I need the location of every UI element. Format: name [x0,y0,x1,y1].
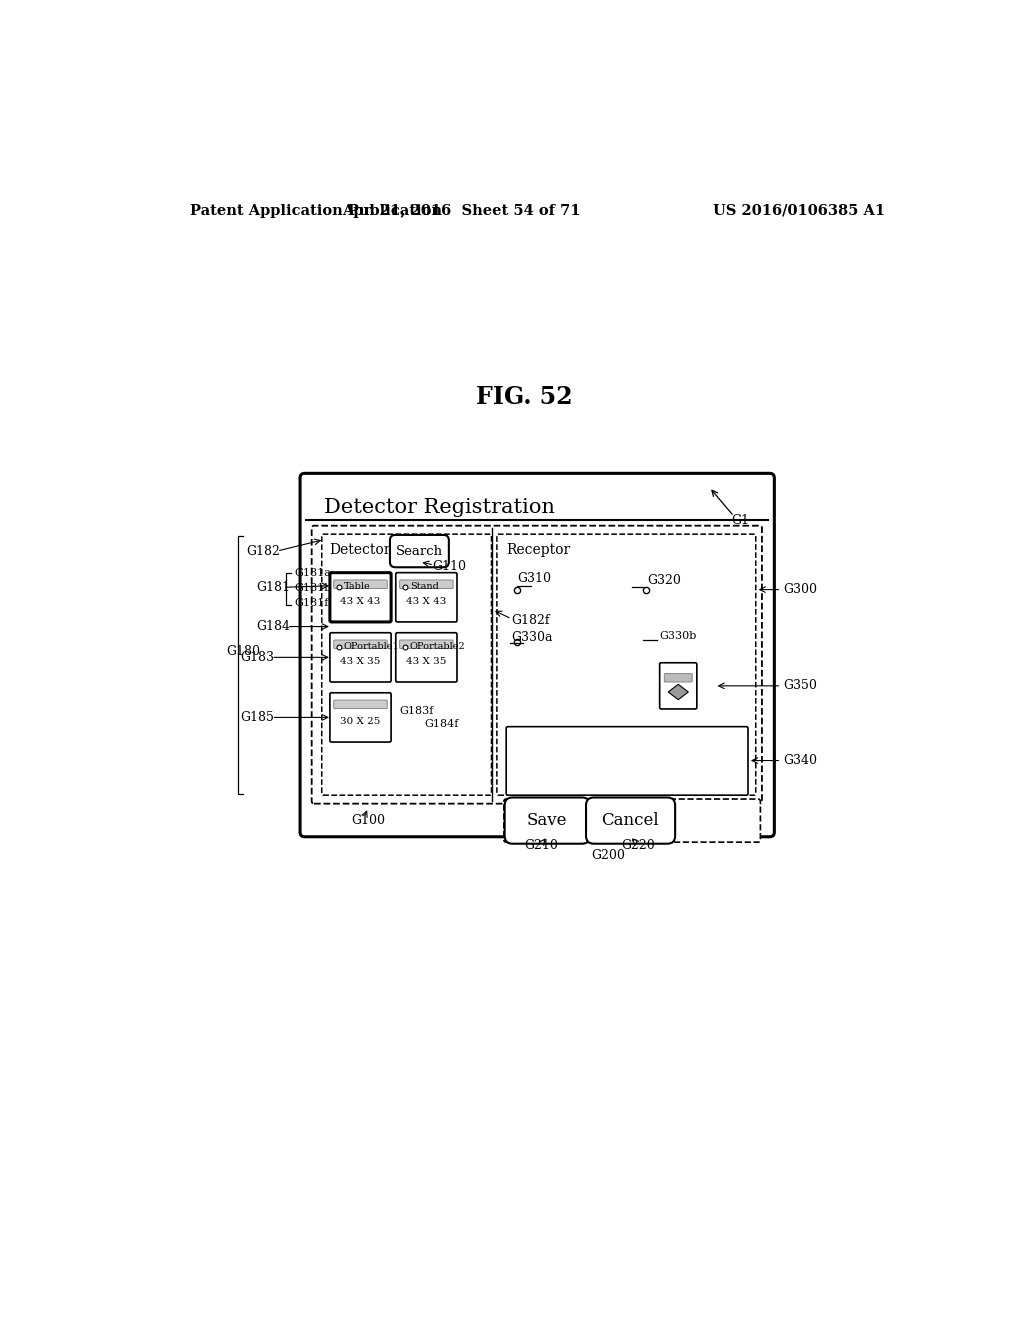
Text: G183: G183 [241,651,274,664]
Text: G310: G310 [517,572,551,585]
FancyBboxPatch shape [659,663,697,709]
Text: G100: G100 [351,814,385,828]
Text: G183f: G183f [399,706,433,717]
Text: Search: Search [396,545,443,557]
Text: FIG. 52: FIG. 52 [476,385,573,409]
Text: Table: Table [344,582,371,591]
Text: Patent Application Publication: Patent Application Publication [190,203,442,218]
FancyBboxPatch shape [399,640,453,648]
FancyBboxPatch shape [399,579,453,589]
Text: Stand: Stand [410,582,438,591]
Text: G182f: G182f [512,614,550,627]
Text: G184f: G184f [425,719,459,730]
Text: Receptor: Receptor [506,543,570,557]
Text: G181b: G181b [295,583,332,593]
Text: Detector: Detector [330,543,391,557]
Text: G350: G350 [783,680,817,693]
Text: 43 X 43: 43 X 43 [340,597,381,606]
Text: 43 X 35: 43 X 35 [340,657,381,665]
Text: G300: G300 [783,583,817,597]
Text: G1: G1 [731,513,749,527]
FancyBboxPatch shape [506,726,748,795]
FancyBboxPatch shape [322,535,492,795]
Text: G330a: G330a [512,631,553,644]
Text: G182: G182 [246,545,280,557]
Text: G110: G110 [432,560,467,573]
Text: Apr. 21, 2016  Sheet 54 of 71: Apr. 21, 2016 Sheet 54 of 71 [342,203,581,218]
FancyBboxPatch shape [330,573,391,622]
FancyBboxPatch shape [497,535,756,795]
Text: G181: G181 [256,581,290,594]
Text: 30 X 25: 30 X 25 [340,717,381,726]
Text: Detector Registration: Detector Registration [324,498,555,516]
FancyBboxPatch shape [586,797,675,843]
Text: OPortable2: OPortable2 [410,642,466,651]
FancyBboxPatch shape [505,797,590,843]
FancyBboxPatch shape [395,632,457,682]
Text: G200: G200 [592,849,626,862]
Text: 43 X 35: 43 X 35 [407,657,446,665]
FancyBboxPatch shape [334,700,387,709]
FancyBboxPatch shape [334,579,387,589]
Polygon shape [669,684,688,700]
Text: OPortable1: OPortable1 [344,642,399,651]
Text: Cancel: Cancel [601,812,659,829]
Text: G180: G180 [226,644,260,657]
FancyBboxPatch shape [334,640,387,648]
FancyBboxPatch shape [665,673,692,682]
Text: 43 X 43: 43 X 43 [407,597,446,606]
Text: G181f: G181f [295,598,329,609]
Text: G184: G184 [256,620,290,634]
Text: Save: Save [527,812,567,829]
FancyBboxPatch shape [311,525,762,804]
FancyBboxPatch shape [330,693,391,742]
Text: G340: G340 [783,754,817,767]
FancyBboxPatch shape [300,474,774,837]
Text: US 2016/0106385 A1: US 2016/0106385 A1 [713,203,886,218]
Text: G320: G320 [647,574,681,587]
Text: G330b: G330b [658,631,696,640]
FancyBboxPatch shape [390,535,449,568]
Text: G185: G185 [241,711,274,723]
FancyBboxPatch shape [504,799,761,842]
FancyBboxPatch shape [330,632,391,682]
Text: G210: G210 [524,838,558,851]
Text: G220: G220 [622,838,654,851]
Text: G181a: G181a [295,568,332,578]
FancyBboxPatch shape [395,573,457,622]
